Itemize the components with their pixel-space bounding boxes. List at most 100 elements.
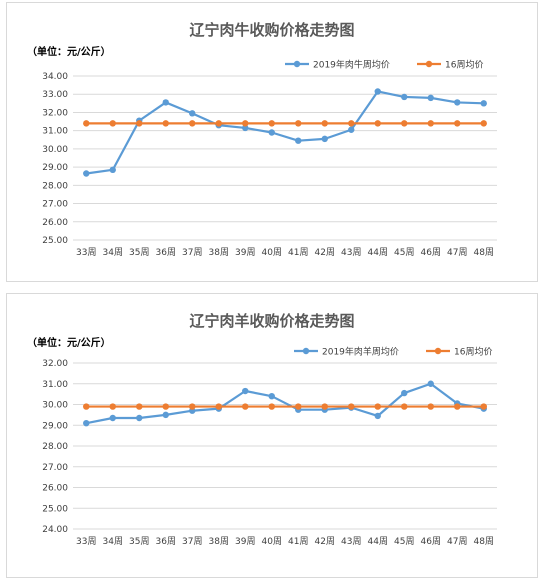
y-tick-label: 28.00 bbox=[42, 181, 68, 191]
legend-label: 16周均价 bbox=[445, 59, 483, 71]
data-point bbox=[189, 120, 196, 127]
y-tick-label: 29.00 bbox=[42, 421, 68, 431]
data-point bbox=[162, 411, 169, 419]
x-tick-label: 48周 bbox=[474, 247, 494, 258]
y-tick-label: 24.00 bbox=[42, 525, 68, 535]
x-tick-label: 34周 bbox=[103, 536, 123, 547]
x-tick-label: 47周 bbox=[447, 536, 467, 547]
legend-swatch-marker bbox=[425, 60, 433, 68]
y-tick-label: 29.00 bbox=[42, 163, 68, 173]
data-point bbox=[454, 120, 461, 127]
data-point bbox=[162, 403, 169, 410]
y-tick-label: 32.00 bbox=[42, 359, 68, 369]
x-tick-label: 41周 bbox=[288, 536, 308, 547]
data-point bbox=[427, 94, 434, 102]
y-tick-label: 25.00 bbox=[42, 504, 68, 514]
data-point bbox=[268, 403, 275, 410]
data-point bbox=[162, 99, 169, 106]
data-point bbox=[374, 88, 381, 95]
data-point bbox=[136, 403, 143, 410]
x-tick-label: 33周 bbox=[76, 536, 96, 547]
data-point bbox=[480, 120, 487, 127]
x-tick-label: 45周 bbox=[394, 247, 414, 258]
data-point bbox=[83, 170, 90, 177]
x-tick-label: 36周 bbox=[156, 247, 176, 258]
unit-label: （单位：元/公斤） bbox=[27, 45, 111, 58]
data-point bbox=[109, 166, 116, 174]
y-tick-label: 30.00 bbox=[42, 145, 68, 155]
data-point bbox=[401, 120, 408, 127]
y-tick-label: 30.00 bbox=[42, 401, 68, 411]
x-tick-label: 37周 bbox=[182, 536, 202, 547]
y-tick-label: 26.00 bbox=[42, 218, 68, 228]
data-point bbox=[374, 412, 381, 420]
data-point bbox=[321, 120, 328, 127]
data-point bbox=[83, 120, 90, 127]
x-tick-label: 48周 bbox=[474, 536, 494, 547]
data-point bbox=[321, 403, 328, 410]
data-point bbox=[268, 129, 275, 136]
data-point bbox=[83, 419, 90, 427]
x-tick-label: 44周 bbox=[368, 536, 388, 547]
data-point bbox=[189, 403, 196, 410]
data-point bbox=[242, 124, 249, 132]
data-point bbox=[454, 99, 461, 106]
x-tick-label: 44周 bbox=[368, 247, 388, 258]
y-tick-label: 33.00 bbox=[42, 90, 68, 100]
data-point bbox=[427, 403, 434, 410]
x-tick-label: 39周 bbox=[235, 536, 255, 547]
data-point bbox=[242, 387, 249, 395]
x-tick-label: 35周 bbox=[129, 247, 149, 258]
data-point bbox=[242, 120, 249, 127]
data-point bbox=[295, 120, 302, 127]
data-point bbox=[374, 403, 381, 410]
x-tick-label: 47周 bbox=[447, 247, 467, 258]
x-tick-label: 42周 bbox=[315, 536, 335, 547]
data-point bbox=[215, 120, 222, 127]
x-tick-label: 36周 bbox=[156, 536, 176, 547]
x-tick-label: 34周 bbox=[103, 247, 123, 258]
data-point bbox=[454, 403, 461, 410]
x-tick-label: 38周 bbox=[209, 536, 229, 547]
chart-title: 辽宁肉羊收购价格走势图 bbox=[189, 312, 354, 330]
data-point bbox=[374, 120, 381, 127]
y-tick-label: 34.00 bbox=[42, 72, 68, 82]
y-tick-label: 32.00 bbox=[42, 108, 68, 118]
mutton-price-chart: 辽宁肉羊收购价格走势图 （单位：元/公斤） 24.00 25.00 26.00 27.00… bbox=[6, 293, 538, 578]
x-tick-label: 39周 bbox=[235, 247, 255, 258]
data-point bbox=[348, 120, 355, 127]
beef-price-chart: 辽宁肉牛收购价格走势图 （单位：元/公斤） 25.00 26.00 27.00 28.00… bbox=[6, 2, 538, 282]
data-point bbox=[215, 403, 222, 410]
x-tick-label: 33周 bbox=[76, 247, 96, 258]
y-tick-label: 27.00 bbox=[42, 463, 68, 473]
data-point bbox=[268, 120, 275, 127]
y-tick-label: 26.00 bbox=[42, 484, 68, 494]
data-point bbox=[136, 120, 143, 127]
beef-chart-svg: 辽宁肉牛收购价格走势图 （单位：元/公斤） 25.00 26.00 27.00 28.00… bbox=[27, 21, 497, 258]
y-tick-label: 31.00 bbox=[42, 380, 68, 390]
series-line bbox=[86, 382, 484, 425]
data-point bbox=[109, 414, 116, 422]
x-tick-label: 42周 bbox=[315, 247, 335, 258]
data-point bbox=[401, 389, 408, 397]
legend-swatch-marker bbox=[302, 347, 310, 355]
legend-label: 16周均价 bbox=[454, 346, 492, 358]
x-tick-label: 41周 bbox=[288, 247, 308, 258]
unit-label: （单位：元/公斤） bbox=[27, 336, 111, 349]
data-point bbox=[401, 93, 408, 101]
legend-label: 2019年肉羊周均价 bbox=[322, 346, 399, 358]
data-point bbox=[427, 380, 434, 387]
data-point bbox=[83, 403, 90, 410]
x-tick-label: 40周 bbox=[262, 247, 282, 258]
y-tick-label: 28.00 bbox=[42, 442, 68, 452]
legend-swatch-marker bbox=[434, 347, 442, 355]
data-point bbox=[189, 110, 196, 117]
data-point bbox=[109, 120, 116, 127]
data-point bbox=[268, 393, 275, 400]
data-point bbox=[480, 100, 487, 107]
mutton-chart-svg: 辽宁肉羊收购价格走势图 （单位：元/公斤） 24.00 25.00 26.00 27.00… bbox=[27, 312, 497, 547]
data-point bbox=[295, 403, 302, 410]
data-point bbox=[321, 135, 328, 143]
chart-title: 辽宁肉牛收购价格走势图 bbox=[189, 21, 354, 39]
data-point bbox=[348, 403, 355, 410]
